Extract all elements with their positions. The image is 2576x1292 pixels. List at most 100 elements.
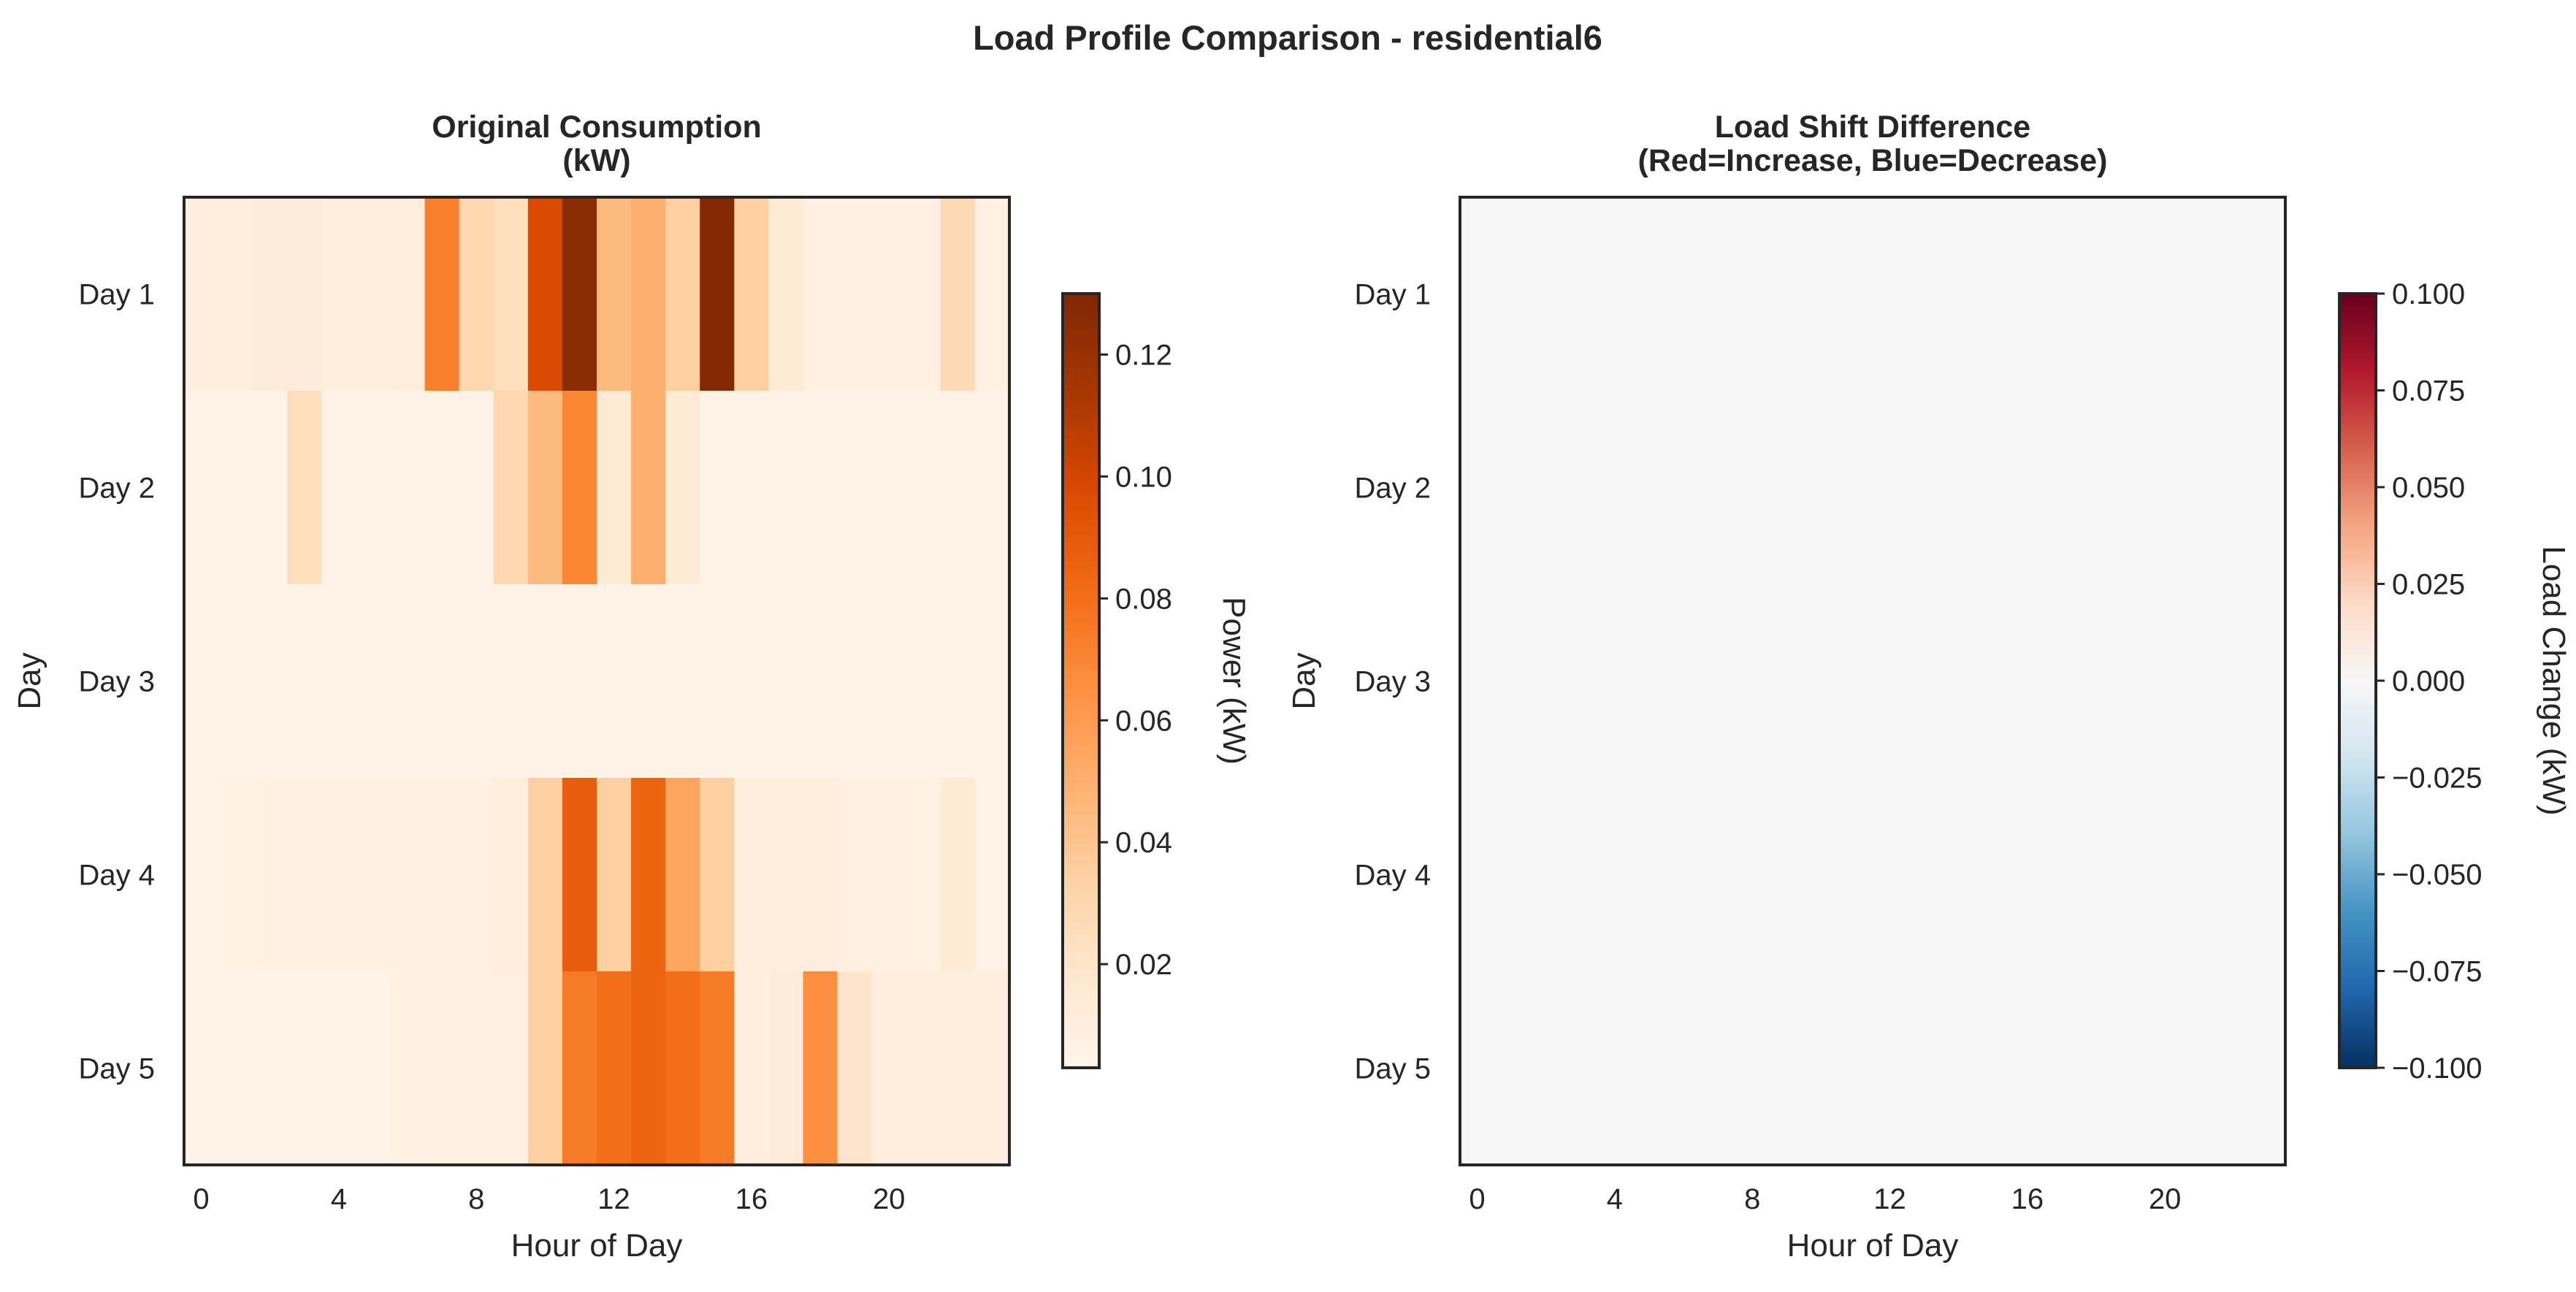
heatmap-cell [1529,584,1564,779]
heatmap-cell [1563,391,1598,585]
heatmap-cell [1907,584,1942,779]
heatmap-cell [837,971,873,1166]
heatmap-cell [1529,778,1564,972]
heatmap-cell [940,778,976,972]
colorbar-tick-label: −0.025 [2392,762,2482,795]
heatmap-cell [1907,197,1942,391]
x-tick-label: 0 [193,1183,209,1215]
heatmap-cell [2147,584,2183,779]
heatmap-cell [871,778,907,972]
panel-title-line: (kW) [562,143,630,178]
heatmap-cell [1632,584,1667,779]
heatmap-cell [597,971,632,1166]
heatmap-cell [1563,197,1598,391]
heatmap-cell [1597,391,1633,585]
heatmap-cell [631,197,666,391]
heatmap-panel-1: Original Consumption(kW) 0 4 8 12 16 20 Hour of… [12,110,1252,1264]
heatmap-cell [2250,778,2286,972]
colorbar-tick-label: 0.075 [2392,375,2465,408]
heatmap-cell [356,391,391,585]
heatmap-cell [1838,971,1873,1166]
colorbar-frame [1061,292,1101,1069]
heatmap-cell [974,391,1010,585]
heatmap-cell [2010,391,2046,585]
heatmap-cell [424,778,460,972]
heatmap-cell [1563,778,1598,972]
heatmap-cell [1460,971,1495,1166]
y-tick-label: Day 5 [79,1053,156,1085]
heatmap-cell [1666,197,1702,391]
heatmap-cell [2216,971,2252,1166]
heatmap-cell [2216,391,2252,585]
colorbar-tick-label: 0.04 [1115,827,1172,859]
heatmap-cell [184,584,219,779]
heatmap-cell [906,391,941,585]
heatmap-cell [1941,971,1976,1166]
heatmap-cell [1803,778,1839,972]
heatmap-cell [700,584,735,779]
heatmap-cell [2113,391,2149,585]
heatmap-cell [597,778,632,972]
heatmap-cell [768,971,804,1166]
heatmap-cell [2010,584,2046,779]
heatmap-cell [1838,778,1873,972]
heatmap-cell [1941,391,1976,585]
heatmap-cell [253,971,288,1166]
heatmap-cell [974,971,1010,1166]
heatmap-cell [321,391,357,585]
heatmap-cell [1529,391,1564,585]
heatmap-cell [1494,197,1529,391]
axes-frame [183,196,1011,1166]
heatmap-cell [871,971,907,1166]
heatmap-cell [1735,778,1770,972]
heatmap-cell [1873,584,1908,779]
heatmap-cell [768,197,804,391]
colorbar-tick-label: −0.050 [2392,859,2482,891]
heatmap-cell [1735,584,1770,779]
heatmap-cell [1803,391,1839,585]
heatmap-cell [1494,971,1529,1166]
heatmap-cell [184,391,219,585]
heatmap-cell [1976,197,2011,391]
heatmap-cell [700,391,735,585]
heatmap-cell [390,971,426,1166]
heatmap-cell [2182,584,2217,779]
x-tick-label: 16 [735,1183,768,1215]
y-tick-label: Day 2 [1355,473,1432,505]
heatmap-cell [803,197,838,391]
heatmap-cell [974,584,1010,779]
heatmap-cell [356,778,391,972]
x-tick-label: 20 [2149,1183,2182,1215]
heatmap-cell [871,197,907,391]
heatmap-cell [493,584,529,779]
heatmap-cell [1632,971,1667,1166]
heatmap-cell [459,391,494,585]
y-tick-label: Day 3 [1355,666,1432,698]
heatmap-cell [734,197,770,391]
heatmap-cell [527,971,563,1166]
heatmap-cell [562,197,597,391]
heatmap-cell [459,778,494,972]
heatmap-cell [1873,391,1908,585]
heatmap-cell [253,391,288,585]
heatmap-cell [2250,584,2286,779]
heatmap-cell [597,391,632,585]
colorbar: 0.02 0.04 0.06 0.08 0.10 0.12 Power (kW) [1061,292,1252,1069]
heatmap-cell [1597,197,1633,391]
heatmap-cell [218,391,253,585]
axes-frame [1459,196,2287,1166]
x-tick-label: 4 [1607,1183,1623,1215]
colorbar-tick-label: 0.06 [1115,705,1172,737]
x-tick-label: 8 [468,1183,484,1215]
heatmap-cell [390,197,426,391]
heatmap-cell [424,971,460,1166]
y-tick-label: Day 1 [79,279,156,311]
heatmap-cell [1941,197,1976,391]
heatmap-cell [2079,971,2114,1166]
heatmap-cell [287,391,322,585]
figure-title: Load Profile Comparison - residential6 [973,18,1602,57]
heatmap-cell [356,584,391,779]
heatmap-cell [1769,197,1805,391]
heatmap-cell [356,197,391,391]
